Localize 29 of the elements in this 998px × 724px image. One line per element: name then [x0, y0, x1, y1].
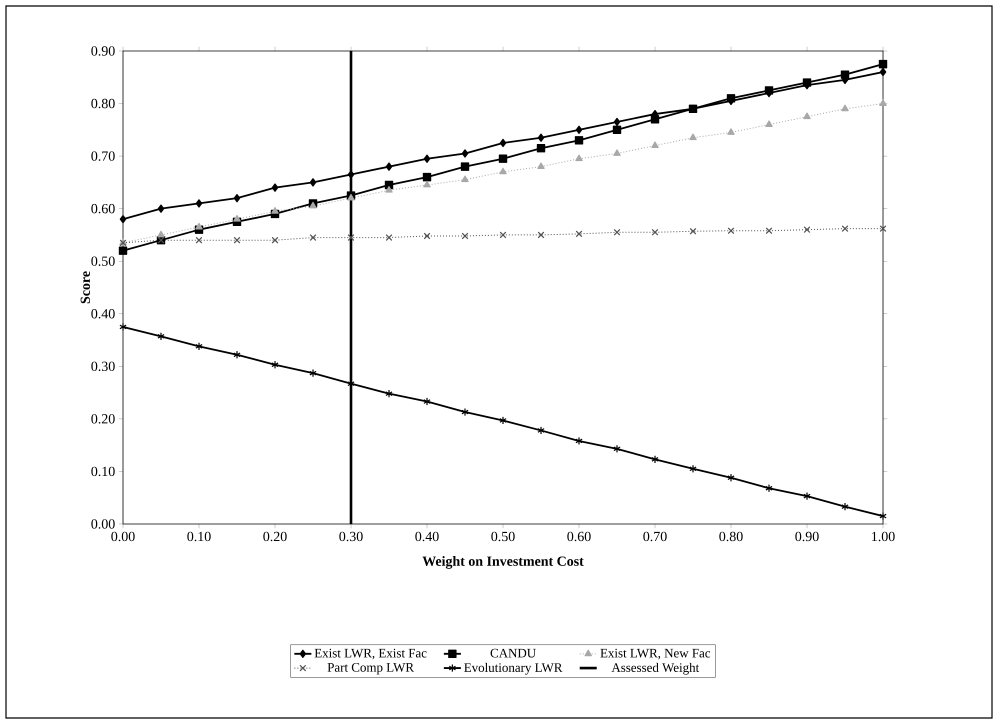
x-tick-label: 0.20: [263, 532, 287, 542]
y-tick-label: 0.40: [91, 309, 115, 319]
x-tick-label: 0.00: [111, 532, 135, 542]
x-tick-label: 0.80: [719, 532, 743, 542]
legend-label: Evolutionary LWR: [464, 662, 562, 675]
legend-label: Assessed Weight: [612, 662, 700, 675]
y-tick-label: 0.00: [91, 519, 115, 529]
legend-label: Exist LWR, Exist Fac: [314, 648, 427, 660]
y-tick-label: 0.90: [91, 46, 115, 56]
y-tick-label: 0.10: [91, 466, 115, 476]
y-tick-label: 0.60: [91, 204, 115, 214]
x-tick-label: 0.30: [339, 532, 363, 542]
y-tick-label: 0.80: [91, 98, 115, 108]
y-tick-label: 0.70: [91, 151, 115, 161]
x-tick-label: 1.00: [872, 532, 895, 542]
y-tick-label: 0.30: [91, 362, 115, 372]
legend-label: Part Comp LWR: [328, 663, 414, 674]
x-tick-label: 0.10: [187, 532, 211, 542]
x-axis-title: Weight on Investment Cost: [422, 556, 584, 569]
legend-label: Exist LWR, New Fac: [600, 648, 710, 660]
y-tick-label: 0.50: [91, 256, 115, 266]
x-tick-label: 0.60: [567, 532, 591, 542]
legend-label: CANDU: [490, 648, 536, 658]
x-tick-label: 0.40: [415, 532, 439, 542]
y-tick-label: 0.20: [91, 414, 115, 424]
x-tick-label: 0.90: [795, 532, 819, 542]
y-axis-title: Score: [80, 271, 90, 304]
x-tick-label: 0.50: [491, 532, 515, 542]
x-tick-label: 0.70: [643, 532, 667, 542]
